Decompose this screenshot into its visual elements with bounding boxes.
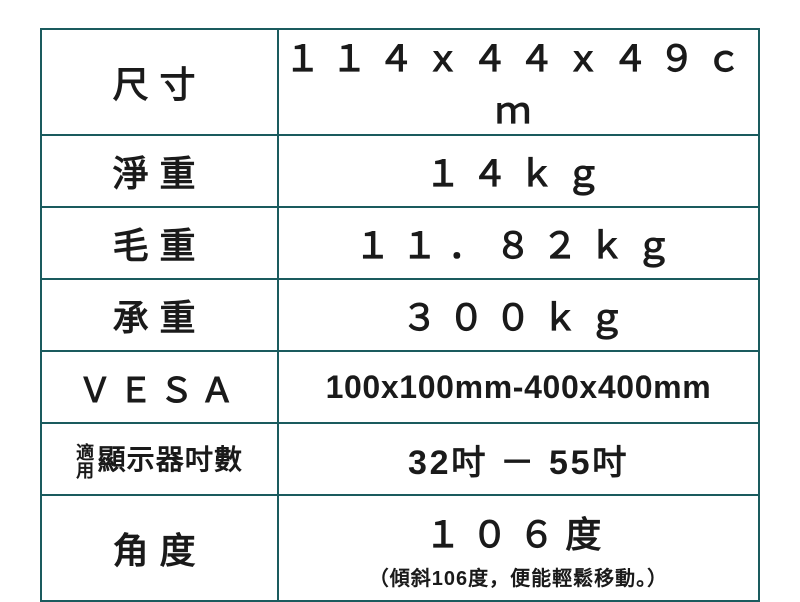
label-net-weight: 淨重 xyxy=(41,135,278,207)
table-row: 淨重 １４ｋｇ xyxy=(41,135,759,207)
value-size: １１４ｘ４４ｘ４９ｃｍ xyxy=(278,29,759,135)
value-display-size: 32吋 － 55吋 xyxy=(278,423,759,495)
spec-table: 尺寸 １１４ｘ４４ｘ４９ｃｍ 淨重 １４ｋｇ 毛重 １１．８２ｋｇ 承重 ３００… xyxy=(40,28,760,602)
label-gross-weight: 毛重 xyxy=(41,207,278,279)
value-net-weight: １４ｋｇ xyxy=(278,135,759,207)
value-angle-main: １０６度 xyxy=(279,506,758,558)
label-vesa: ＶＥＳＡ xyxy=(41,351,278,423)
table-row: 適用顯示器吋數 32吋 － 55吋 xyxy=(41,423,759,495)
table-row: 承重 ３００ｋｇ xyxy=(41,279,759,351)
value-angle-sub: （傾斜106度，便能輕鬆移動。） xyxy=(279,562,758,591)
label-size: 尺寸 xyxy=(41,29,278,135)
label-angle: 角度 xyxy=(41,495,278,601)
value-angle: １０６度 （傾斜106度，便能輕鬆移動。） xyxy=(278,495,759,601)
label-display-size: 適用顯示器吋數 xyxy=(41,423,278,495)
value-gross-weight: １１．８２ｋｇ xyxy=(278,207,759,279)
table-row: 尺寸 １１４ｘ４４ｘ４９ｃｍ xyxy=(41,29,759,135)
label-display-size-main: 顯示器吋數 xyxy=(98,444,244,475)
table-row: 角度 １０６度 （傾斜106度，便能輕鬆移動。） xyxy=(41,495,759,601)
table-row: 毛重 １１．８２ｋｇ xyxy=(41,207,759,279)
value-vesa: 100x100mm-400x400mm xyxy=(278,351,759,423)
value-load: ３００ｋｇ xyxy=(278,279,759,351)
label-load: 承重 xyxy=(41,279,278,351)
table-row: ＶＥＳＡ 100x100mm-400x400mm xyxy=(41,351,759,423)
label-display-size-small: 適用 xyxy=(76,444,96,480)
